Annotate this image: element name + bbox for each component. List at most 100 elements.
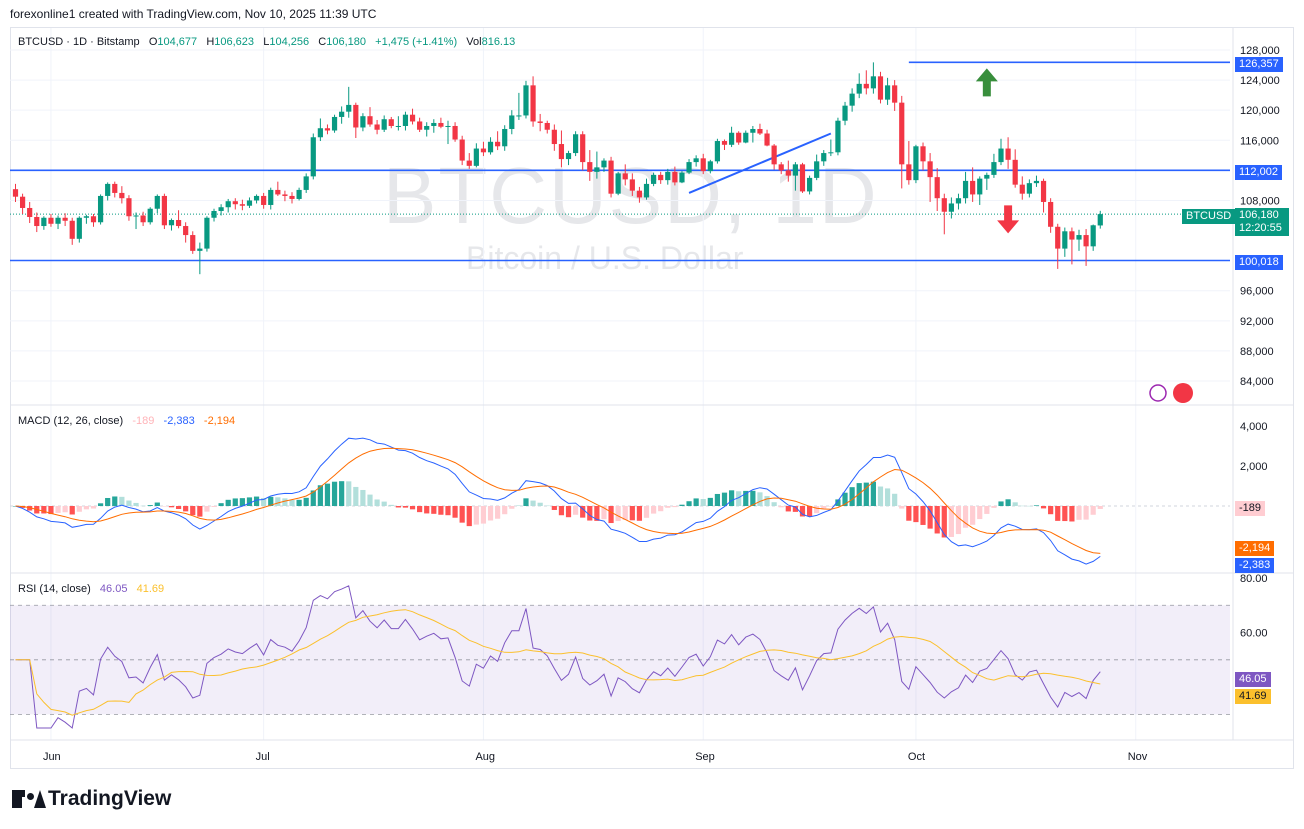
macd-histogram-bar (892, 493, 898, 506)
macd-histogram-bar (934, 506, 940, 534)
candle-body (480, 148, 487, 153)
macd-histogram-bar (537, 502, 543, 506)
rsi-ma-tag: 41.69 (1235, 689, 1271, 704)
macd-histogram-bar (785, 506, 791, 512)
candle-body (1033, 180, 1040, 184)
candle-body (927, 161, 933, 178)
candle-body (679, 172, 685, 183)
candle-body (310, 137, 316, 177)
macd-histogram-bar (48, 506, 54, 515)
tradingview-brand[interactable]: TradingView (12, 787, 171, 811)
macd-histogram-bar (615, 506, 621, 522)
legend-high-label: H (206, 36, 215, 48)
candle-body (1097, 214, 1103, 226)
macd-histogram-bar (374, 499, 380, 506)
price-axis-tick: 128,000 (1240, 45, 1280, 57)
macd-histogram-bar (62, 506, 68, 513)
candle-body (12, 189, 19, 197)
candle-body (119, 192, 125, 199)
candle-body (374, 124, 380, 130)
candle-body (941, 198, 947, 212)
macd-histogram-bar (842, 492, 848, 506)
macd-histogram-bar (197, 506, 203, 517)
candle-body (913, 146, 919, 181)
candle-body (452, 125, 458, 140)
macd-histogram-bar (388, 504, 394, 506)
candle-body (565, 153, 572, 160)
macd-histogram-bar (551, 506, 557, 510)
macd-line-value: -2,383 (163, 415, 195, 427)
candle-body (417, 121, 423, 130)
replay-icon (1149, 384, 1167, 402)
macd-histogram-bar (97, 503, 104, 506)
candle-body (324, 128, 331, 131)
time-axis-label: Jul (256, 751, 270, 763)
macd-histogram-bar (764, 496, 770, 506)
candle-body (317, 128, 323, 138)
tradingview-logo-icon (12, 790, 46, 808)
macd-histogram-bar (1040, 506, 1047, 509)
candle-body (870, 76, 876, 89)
candle-body (544, 122, 550, 130)
macd-histogram-bar (1033, 505, 1040, 506)
macd-hist-value: -189 (132, 415, 155, 427)
macd-histogram-bar (970, 506, 976, 525)
candle-body (721, 141, 728, 145)
macd-histogram-bar (1062, 506, 1068, 522)
candle-body (622, 173, 628, 180)
macd-histogram-bar (523, 498, 529, 506)
candle-body (69, 220, 75, 239)
macd-histogram-bar (27, 506, 33, 511)
macd-histogram-bar (119, 496, 125, 506)
candle-body (573, 134, 579, 154)
candle-body (459, 139, 465, 161)
macd-histogram-bar (636, 506, 643, 521)
legend-high: 106,623 (214, 36, 255, 48)
macd-histogram-bar (168, 506, 175, 508)
candle-body (615, 173, 621, 194)
macd-histogram-bar (473, 506, 479, 525)
candle-body (197, 248, 203, 251)
candle-body (856, 83, 862, 94)
legend-change: +1,475 (+1.41%) (375, 36, 458, 48)
candle-body (991, 162, 997, 175)
macd-histogram-bar (324, 483, 331, 506)
macd-histogram-bar (495, 506, 501, 519)
candle-body (594, 167, 600, 172)
candle-body (388, 119, 394, 126)
candle-body (360, 116, 366, 128)
candle-body (112, 183, 118, 193)
candle-body (643, 183, 650, 198)
candle-body (211, 210, 217, 218)
macd-histogram-bar (275, 497, 281, 506)
candle-body (183, 226, 189, 236)
macd-histogram-bar (105, 497, 111, 506)
price-axis-tick: 92,000 (1240, 316, 1274, 328)
legend-symbol[interactable]: BTCUSD · 1D · Bitstamp (18, 36, 140, 48)
macd-histogram-bar (736, 491, 742, 506)
macd-label[interactable]: MACD (12, 26, close) (18, 415, 124, 427)
macd-histogram-bar (232, 498, 238, 506)
macd-histogram-bar (906, 506, 912, 521)
candle-body (1076, 235, 1082, 240)
rsi-legend: RSI (14, close) 46.05 41.69 (18, 583, 164, 595)
rsi-label[interactable]: RSI (14, close) (18, 583, 91, 595)
macd-histogram-bar (941, 506, 947, 538)
macd-histogram-bar (480, 506, 487, 524)
macd-histogram-bar (1019, 505, 1025, 507)
macd-histogram-bar (913, 506, 919, 523)
rsi-value: 46.05 (99, 583, 128, 595)
macd-histogram-bar (580, 506, 586, 518)
candle-body (757, 128, 763, 134)
macd-histogram-bar (126, 500, 132, 506)
candle-body (821, 153, 827, 162)
candle-body (970, 180, 976, 195)
macd-histogram-bar (651, 506, 657, 514)
candle-body (551, 129, 557, 145)
candle-body (558, 144, 565, 160)
ohlc-legend: BTCUSD · 1D · Bitstamp O104,677 H106,623… (18, 36, 515, 48)
macd-histogram-bar (1012, 502, 1018, 506)
candle-body (105, 183, 111, 196)
macd-histogram-bar (622, 506, 628, 520)
